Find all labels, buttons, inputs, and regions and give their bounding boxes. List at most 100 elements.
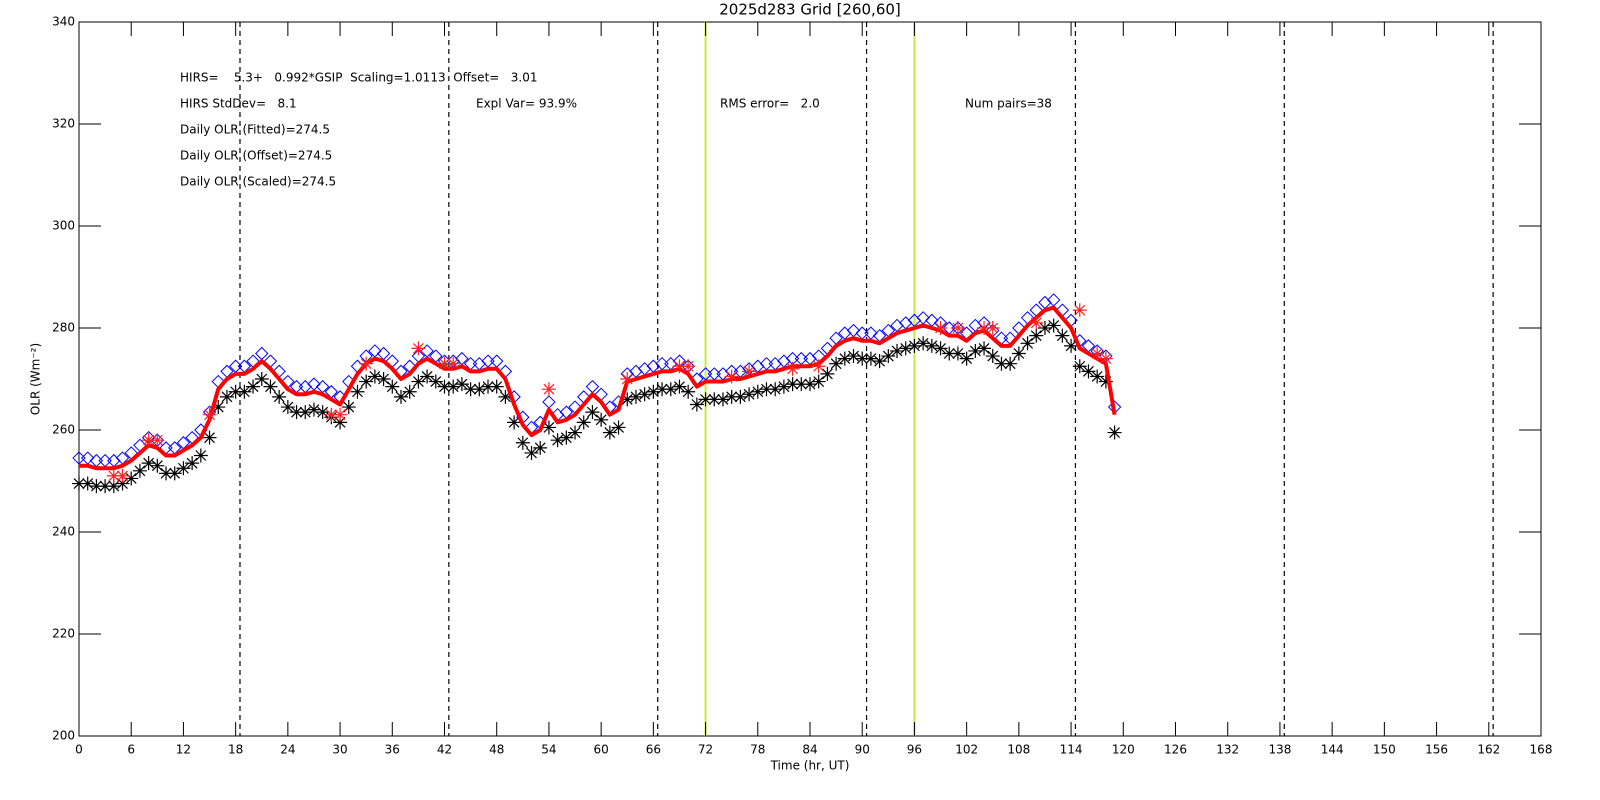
asterisk-marker	[1003, 356, 1018, 371]
asterisk-marker	[393, 389, 408, 404]
asterisk-marker	[472, 382, 487, 397]
asterisk-marker	[202, 407, 217, 422]
asterisk-marker	[1011, 346, 1026, 361]
asterisk-marker	[646, 384, 661, 399]
asterisk-marker	[994, 356, 1009, 371]
asterisk-marker	[672, 379, 687, 394]
x-tick-label: 72	[698, 743, 713, 757]
asterisk-marker	[541, 382, 556, 397]
x-tick-label: 114	[1060, 743, 1083, 757]
y-tick-label: 260	[52, 423, 75, 437]
y-tick-label: 240	[52, 525, 75, 539]
asterisk-marker	[106, 479, 121, 494]
asterisk-marker	[950, 321, 965, 335]
asterisk-marker	[498, 389, 513, 404]
asterisk-marker	[837, 351, 852, 366]
asterisk-marker	[768, 382, 783, 397]
asterisk-marker	[585, 405, 600, 420]
asterisk-marker	[298, 405, 313, 420]
asterisk-marker	[437, 379, 452, 394]
x-tick-label: 18	[228, 743, 243, 757]
asterisk-marker	[803, 377, 817, 392]
x-tick-label: 42	[437, 743, 452, 757]
asterisk-marker	[942, 346, 957, 361]
asterisk-marker	[1029, 328, 1044, 343]
asterisk-marker	[524, 445, 539, 460]
x-tick-label: 144	[1321, 743, 1344, 757]
annotation: RMS error= 2.0	[720, 97, 820, 111]
annotation: Daily OLR (Offset)=274.5	[180, 149, 332, 163]
chart-title: 2025d283 Grid [260,60]	[719, 1, 901, 19]
asterisk-marker	[1090, 369, 1105, 384]
asterisk-marker	[202, 430, 217, 445]
asterisk-marker	[602, 425, 617, 440]
x-tick-label: 84	[802, 743, 817, 757]
x-tick-label: 138	[1268, 743, 1291, 757]
asterisk-marker	[1072, 359, 1087, 374]
asterisk-marker	[541, 420, 556, 435]
asterisk-marker	[176, 461, 191, 476]
x-tick-label: 30	[332, 743, 347, 757]
asterisk-marker	[620, 372, 635, 386]
asterisk-marker	[89, 479, 104, 494]
asterisk-marker	[733, 389, 748, 404]
asterisk-marker	[855, 351, 870, 366]
asterisk-marker	[968, 343, 983, 358]
x-tick-label: 126	[1164, 743, 1187, 757]
x-tick-label: 6	[127, 743, 135, 757]
asterisk-marker	[681, 359, 696, 374]
asterisk-marker	[750, 384, 765, 399]
asterisk-marker	[916, 336, 931, 351]
asterisk-marker	[446, 356, 461, 371]
asterisk-marker	[132, 463, 147, 478]
asterisk-marker	[950, 346, 965, 361]
asterisk-marker	[359, 374, 374, 389]
asterisk-marker	[446, 379, 461, 394]
asterisk-marker	[663, 382, 678, 397]
x-tick-label: 150	[1373, 743, 1396, 757]
asterisk-marker	[411, 374, 426, 389]
asterisk-marker	[933, 321, 948, 335]
asterisk-marker	[533, 440, 548, 455]
annotation: Daily OLR (Scaled)=274.5	[180, 175, 336, 189]
asterisk-marker	[715, 392, 730, 407]
asterisk-marker	[150, 433, 165, 448]
asterisk-marker	[1098, 374, 1113, 389]
asterisk-marker	[933, 341, 948, 356]
asterisk-marker	[811, 374, 826, 389]
y-tick-label: 220	[52, 627, 75, 641]
asterisk-marker	[98, 479, 113, 494]
asterisk-marker	[1055, 328, 1070, 343]
asterisk-marker	[106, 468, 121, 483]
asterisk-marker	[611, 420, 626, 435]
asterisk-marker	[280, 400, 295, 415]
asterisk-marker	[907, 338, 922, 353]
asterisk-marker	[515, 435, 530, 450]
asterisk-marker	[924, 338, 939, 353]
asterisk-marker	[489, 379, 504, 394]
x-tick-label: 102	[955, 743, 978, 757]
asterisk-marker	[359, 356, 374, 371]
asterisk-marker	[219, 389, 234, 404]
asterisk-marker	[985, 349, 1000, 364]
x-tick-label: 90	[855, 743, 870, 757]
asterisk-marker	[1072, 303, 1087, 318]
asterisk-marker	[211, 400, 226, 415]
asterisk-marker	[254, 372, 269, 386]
asterisk-marker	[1081, 364, 1096, 379]
asterisk-marker	[80, 476, 95, 491]
asterisk-marker	[333, 407, 348, 422]
asterisk-marker	[367, 369, 382, 384]
x-tick-label: 54	[541, 743, 556, 757]
asterisk-marker	[237, 384, 252, 399]
x-tick-label: 156	[1425, 743, 1448, 757]
asterisk-marker	[689, 397, 704, 412]
asterisk-marker	[794, 377, 809, 392]
y-axis-label: OLR (Wm⁻²)	[29, 343, 43, 415]
x-tick-label: 108	[1007, 743, 1030, 757]
asterisk-marker	[115, 468, 130, 483]
asterisk-marker	[428, 374, 443, 389]
asterisk-marker	[402, 384, 417, 399]
